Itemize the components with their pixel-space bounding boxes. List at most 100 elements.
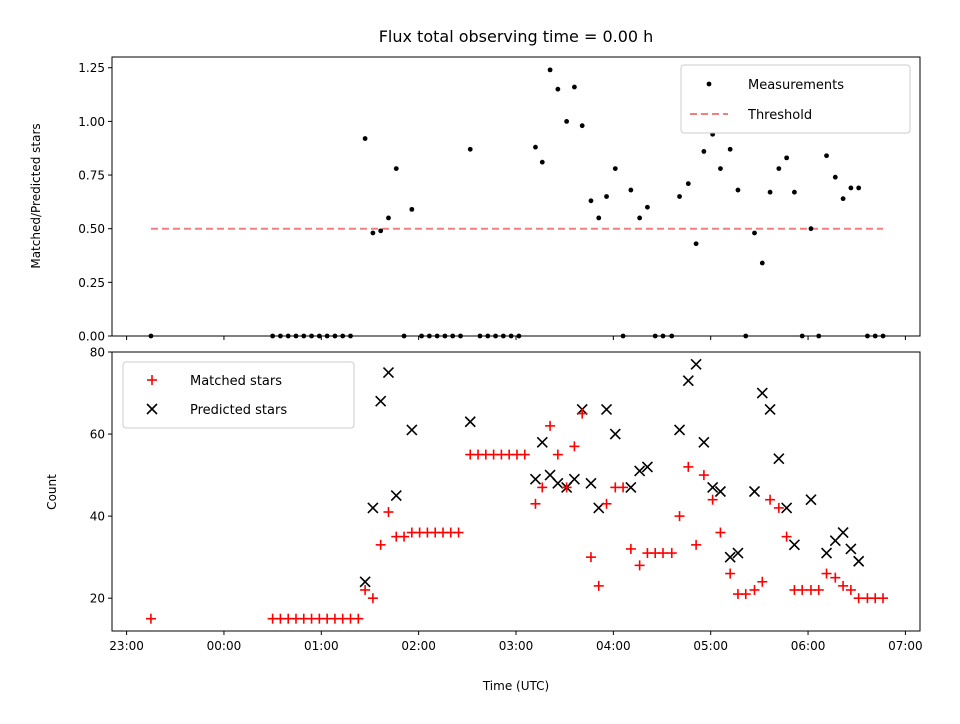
measurement-point [784,155,790,161]
measurement-point [362,136,368,141]
measurement-point [393,166,399,172]
matched-star-point [552,449,563,460]
measurement-point [564,118,570,124]
predicted-star-point [748,485,761,498]
matched-star-point [375,539,386,550]
matched-star-point [749,584,760,595]
measurement-point [485,333,491,339]
measurement-point [652,333,658,339]
predicted-star-point [641,461,653,473]
matched-star-point [569,441,580,452]
measurement-point [848,185,854,191]
measurement-point [555,86,561,92]
predicted-star-point [673,424,686,436]
measurement-point [759,260,765,266]
matched-star-point [634,560,645,571]
bottom-ytick-label: 60 [90,428,105,442]
predicted-star-point [732,547,744,559]
bottom-xlabel: Time (UTC) [482,679,549,693]
matched-star-point [561,482,572,493]
matched-star-point [773,502,784,513]
bottom-xtick-label: 05:00 [693,639,728,653]
measurement-point [572,84,577,90]
measurement-point [378,228,384,234]
matched-star-point [683,461,694,472]
matched-star-point [674,511,685,522]
legend-marker-measurements [706,81,712,87]
measurement-point [579,123,585,129]
measurement-point [799,333,805,339]
predicted-star-point [464,416,476,428]
top-panel: 0.00 0.25 0.50 0.75 1.00 1.25 Matched/Predict… [29,56,921,344]
measurement-point [500,333,506,339]
legend-marker-predicted [146,403,158,415]
matched-star-point [618,482,629,493]
measurement-point [701,149,707,154]
bottom-xtick-label: 02:00 [401,639,436,653]
predicted-star-point [600,403,613,416]
measurement-point [434,333,440,339]
measurement-point [743,333,749,339]
matched-star-point [813,584,824,595]
matched-star-point [821,568,832,579]
matched-star-point [845,584,856,595]
measurement-point [450,333,456,339]
bottom-xtick-label: 01:00 [304,639,339,653]
bottom-ylabel: Count [45,474,59,510]
measurement-point [840,196,846,202]
predicted-star-point [764,403,776,416]
bottom-xtick-label: 23:00 [109,639,144,653]
measurement-point [332,333,338,339]
matched-star-point [353,613,364,624]
matched-star-point [625,543,636,554]
top-ytick-label: 1.00 [78,115,105,129]
measurement-point [677,194,682,199]
legend-marker-matched [147,375,157,385]
matched-star-point [519,449,530,460]
measurement-point [301,333,307,339]
measurement-point [309,333,314,339]
matched-star-point [691,539,702,550]
measurement-point [547,67,553,73]
measurement-point [467,146,473,152]
measurement-point [148,333,154,339]
measurement-point [278,333,283,339]
matched-star-point [666,548,677,559]
measurement-point [685,181,691,187]
measurement-point [285,333,291,339]
top-ytick-label: 0.25 [78,276,105,290]
legend-label-matched: Matched stars [190,374,282,389]
matched-star-point [657,548,668,559]
measurement-point [824,153,829,159]
predicted-star-point [382,366,395,379]
measurement-point [370,230,376,236]
predicted-star-point [625,481,637,493]
matched-star-point [453,527,464,538]
top-ylabel: Matched/Predicted stars [29,123,43,268]
predicted-star-point [359,576,371,588]
measurement-point [270,333,276,339]
predicted-star-point [529,473,542,485]
matched-star-point [725,568,736,579]
matched-star-point [830,572,841,583]
measurement-point [604,194,609,199]
measurement-point [792,189,797,195]
predicted-star-point [367,502,379,514]
measurement-point [880,333,886,339]
matched-star-point [740,589,751,600]
predicted-star-point [375,395,387,407]
top-ytick-label: 0.75 [78,169,105,183]
bottom-legend-frame [122,361,355,429]
measurement-point [401,333,407,339]
matched-star-point [545,420,556,431]
measurement-point [477,333,483,339]
top-ytick-label: 1.25 [78,61,105,75]
top-ytick-label: 0.50 [78,222,105,236]
predicted-star-point [805,494,817,506]
measurement-point [816,333,822,339]
measurement-point [340,333,346,339]
matched-star-point [360,584,371,595]
measurement-point [442,333,448,339]
predicted-star-point [773,453,785,465]
